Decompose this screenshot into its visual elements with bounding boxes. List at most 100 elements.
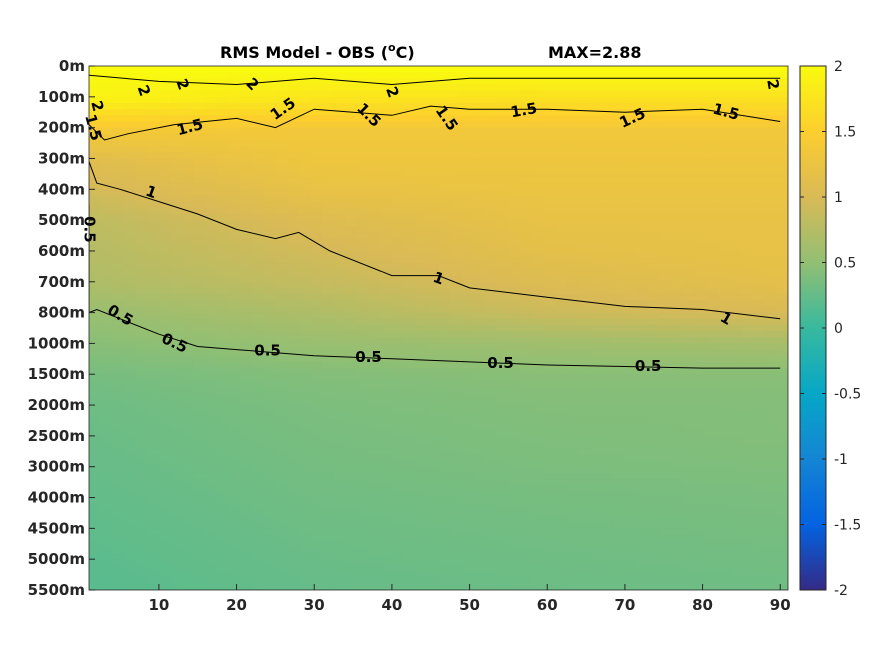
heatmap-cell	[543, 411, 556, 418]
heatmap-cell	[100, 411, 113, 418]
heatmap-cell	[706, 244, 719, 252]
heatmap-cell	[578, 343, 591, 351]
heatmap-cell	[729, 337, 742, 345]
heatmap-cell	[356, 466, 370, 474]
heatmap-cell	[345, 503, 358, 511]
heatmap-cell	[100, 281, 113, 289]
heatmap-cell	[356, 306, 370, 314]
heatmap-cell	[252, 127, 265, 135]
heatmap-cell	[322, 263, 335, 271]
heatmap-cell	[461, 509, 475, 517]
heatmap-cell	[205, 423, 218, 431]
heatmap-cell	[450, 195, 463, 203]
heatmap-cell	[298, 300, 311, 308]
heatmap-cell	[158, 522, 172, 529]
heatmap-cell	[694, 238, 708, 246]
heatmap-cell	[158, 250, 172, 258]
heatmap-cell	[415, 238, 428, 246]
heatmap-cell	[368, 380, 381, 388]
heatmap-cell	[753, 497, 766, 505]
heatmap-cell	[298, 170, 311, 178]
heatmap-cell	[170, 429, 183, 437]
heatmap-cell	[310, 368, 323, 375]
heatmap-cell	[380, 497, 393, 505]
heatmap-cell	[601, 503, 614, 511]
heatmap-cell	[659, 158, 673, 166]
heatmap-cell	[345, 66, 358, 73]
heatmap-cell	[729, 115, 742, 123]
heatmap-cell	[380, 244, 393, 252]
heatmap-cell	[170, 213, 183, 221]
heatmap-cell	[520, 516, 533, 523]
heatmap-cell	[158, 355, 172, 363]
heatmap-cell	[543, 454, 556, 462]
heatmap-cell	[263, 176, 276, 184]
heatmap-cell	[228, 448, 242, 455]
heatmap-cell	[753, 121, 766, 129]
heatmap-cell	[252, 78, 265, 86]
heatmap-cell	[461, 553, 475, 560]
heatmap-cell	[170, 361, 183, 369]
heatmap-cell	[287, 158, 300, 166]
heatmap-cell	[135, 565, 148, 573]
heatmap-cell	[112, 417, 125, 425]
heatmap-cell	[659, 72, 673, 79]
heatmap-cell	[356, 115, 370, 123]
heatmap-cell	[89, 183, 102, 190]
heatmap-cell	[193, 405, 207, 412]
heatmap-cell	[368, 442, 381, 449]
heatmap-cell	[356, 472, 370, 480]
heatmap-cell	[555, 133, 568, 141]
heatmap-cell	[380, 170, 393, 178]
heatmap-cell	[741, 386, 754, 394]
heatmap-cell	[636, 78, 649, 86]
heatmap-cell	[473, 528, 486, 536]
heatmap-cell	[205, 429, 218, 437]
heatmap-cell	[333, 96, 346, 104]
heatmap-cell	[613, 497, 626, 505]
heatmap-cell	[566, 96, 579, 104]
heatmap-cell	[333, 534, 346, 542]
heatmap-cell	[776, 115, 788, 123]
heatmap-cell	[450, 460, 463, 468]
heatmap-cell	[205, 503, 218, 511]
heatmap-cell	[718, 294, 731, 301]
heatmap-cell	[566, 139, 579, 147]
heatmap-cell	[380, 115, 393, 123]
heatmap-cell	[648, 355, 661, 363]
heatmap-cell	[671, 152, 684, 160]
heatmap-cell	[193, 257, 207, 264]
heatmap-cell	[287, 559, 300, 566]
heatmap-cell	[578, 423, 591, 431]
heatmap-cell	[531, 429, 544, 437]
heatmap-cell	[496, 269, 509, 277]
heatmap-cell	[310, 442, 323, 449]
heatmap-cell	[543, 571, 556, 579]
heatmap-cell	[496, 485, 509, 492]
heatmap-cell	[438, 466, 451, 474]
heatmap-cell	[566, 559, 579, 566]
heatmap-cell	[147, 287, 160, 295]
heatmap-cell	[391, 466, 405, 474]
heatmap-cell	[578, 516, 591, 523]
heatmap-cell	[613, 220, 626, 227]
heatmap-cell	[380, 220, 393, 227]
heatmap-cell	[368, 349, 381, 357]
heatmap-cell	[415, 417, 428, 425]
heatmap-cell	[287, 300, 300, 308]
heatmap-cell	[636, 349, 649, 357]
heatmap-cell	[753, 553, 766, 560]
heatmap-cell	[776, 263, 788, 271]
heatmap-cell	[636, 553, 649, 560]
heatmap-cell	[263, 411, 276, 418]
heatmap-cell	[287, 121, 300, 129]
heatmap-cell	[193, 460, 207, 468]
heatmap-cell	[683, 423, 696, 431]
heatmap-cell	[298, 553, 311, 560]
heatmap-cell	[403, 337, 416, 345]
heatmap-cell	[158, 269, 172, 277]
heatmap-cell	[170, 102, 183, 110]
heatmap-cell	[729, 220, 742, 227]
heatmap-cell	[543, 565, 556, 573]
heatmap-cell	[252, 318, 265, 326]
